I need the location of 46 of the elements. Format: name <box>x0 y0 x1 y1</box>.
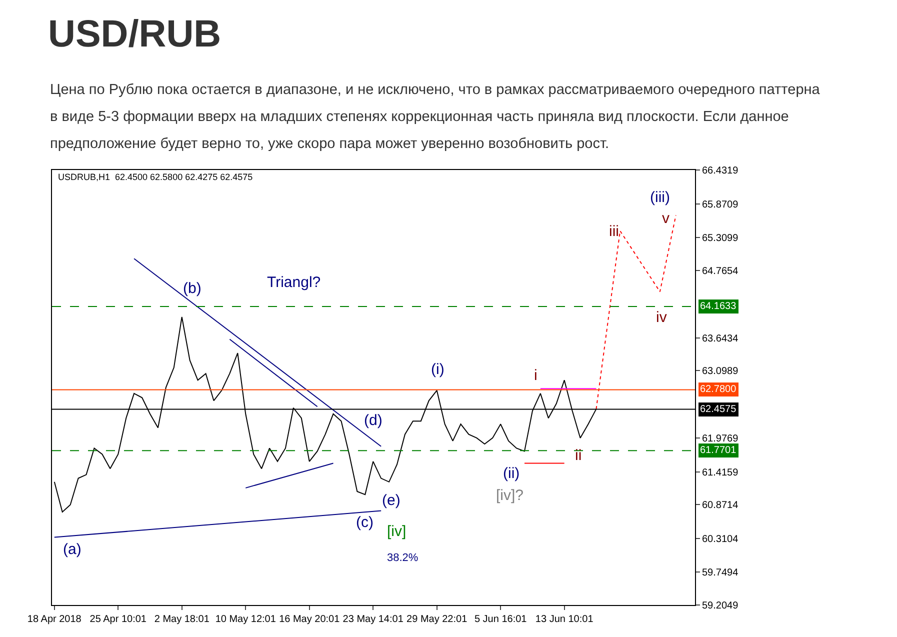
y-tick-label: 61.4159 <box>702 467 739 478</box>
annotation: iv <box>656 309 668 326</box>
x-tick-label: 10 May 12:01 <box>215 614 276 625</box>
y-tick-label: 64.7654 <box>702 266 739 277</box>
y-tick-label: 63.6434 <box>702 333 739 344</box>
annotation: (e) <box>382 492 400 509</box>
ref-line-label: 64.1633 <box>700 301 737 312</box>
annotation: (ii) <box>503 465 520 482</box>
annotation: [iv] <box>387 523 406 540</box>
ref-line-label: 62.4575 <box>700 404 737 415</box>
ref-line-label: 61.7701 <box>700 445 737 456</box>
annotation: (i) <box>431 361 444 378</box>
y-tick-label: 61.9769 <box>702 434 739 445</box>
line-series <box>596 214 676 410</box>
ref-line-label: 62.7800 <box>700 384 737 395</box>
annotation: i <box>534 367 538 384</box>
y-tick-label: 59.2049 <box>702 600 739 612</box>
x-tick-label: 29 May 22:01 <box>406 614 468 625</box>
annotation: v <box>662 210 670 227</box>
y-tick-label: 59.7494 <box>702 568 739 579</box>
x-tick-label: 16 May 20:01 <box>279 614 340 625</box>
chart-subtitle: Цена по Рублю пока остается в диапазоне, и не исключено, что в рамках рассматриваемого очередного паттерна в виде 5-3 формации вверх на младших степенях коррекционная часть приняла вид плоскости. Если данное предположение будет верно то, уже скоро пара может уверенно возобновить рост. <box>50 82 821 152</box>
annotation: (iii) <box>650 189 670 206</box>
annotation: (c) <box>356 514 374 531</box>
x-tick-label: 13 Jun 10:01 <box>535 614 594 625</box>
annotation: (a) <box>63 541 82 558</box>
annotation: iii <box>609 223 619 240</box>
y-tick-label: 65.3099 <box>702 233 739 244</box>
y-tick-label: 60.8714 <box>702 500 739 512</box>
annotation: [iv]? <box>496 487 524 504</box>
annotation: (d) <box>364 412 382 429</box>
x-tick-label: 23 May 14:01 <box>342 614 404 625</box>
annotation: (b) <box>183 280 202 297</box>
y-tick-label: 60.3104 <box>702 534 739 545</box>
annotation: Triangl? <box>267 274 321 291</box>
chart-title: USD/RUB <box>48 14 222 56</box>
x-tick-label: 2 May 18:01 <box>154 614 210 625</box>
x-tick-label: 5 Jun 16:01 <box>474 614 528 625</box>
annotation: USDRUB,H1 62.4500 62.5800 62.4275 62.4575 <box>58 172 253 182</box>
x-tick-label: 25 Apr 10:01 <box>90 614 147 625</box>
y-tick-label: 63.0989 <box>702 366 739 378</box>
y-tick-label: 65.8709 <box>702 199 739 210</box>
annotation: 38.2% <box>387 552 418 564</box>
x-tick-label: 18 Apr 2018 <box>27 614 82 625</box>
y-tick-label: 66.4319 <box>702 166 739 176</box>
annotation: ii <box>575 447 582 464</box>
